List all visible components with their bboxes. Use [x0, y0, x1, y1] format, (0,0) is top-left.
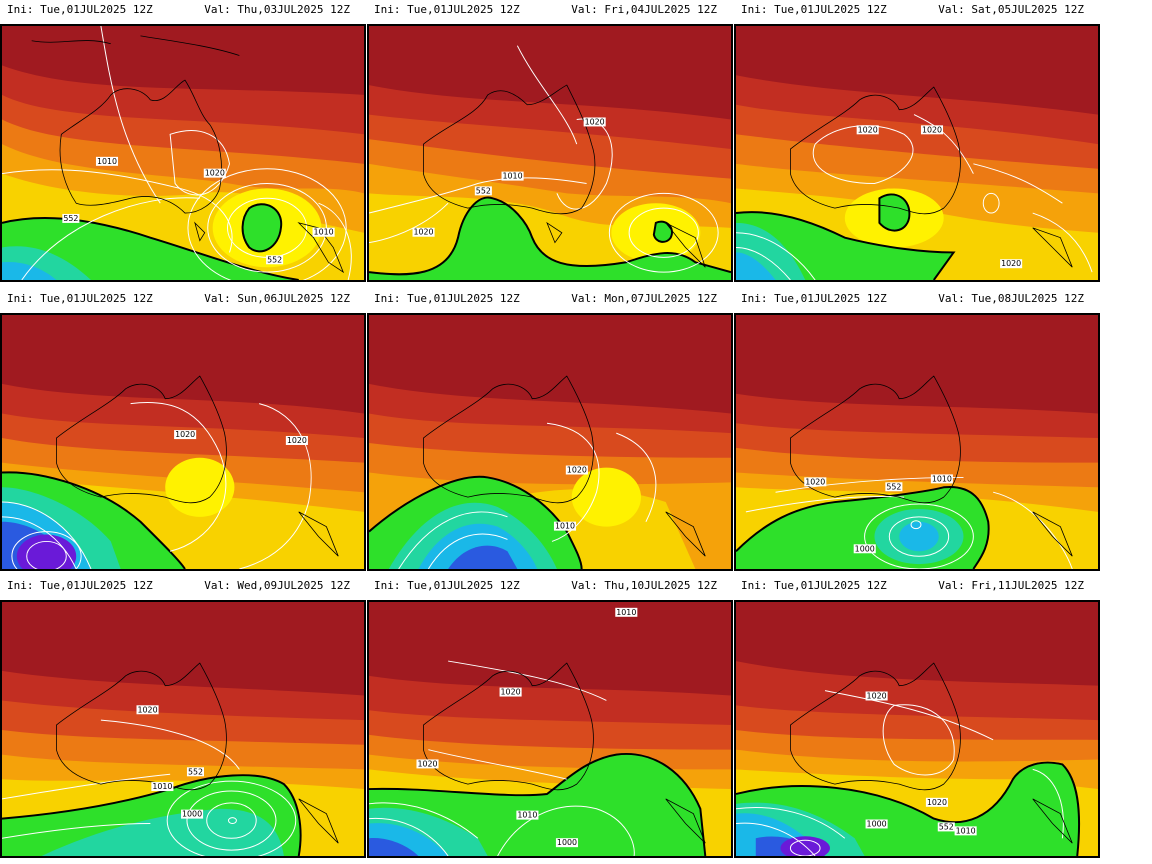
valid-time-label: Val: Wed,09JUL2025 12Z: [204, 579, 350, 592]
map-panel-5: Ini: Tue,01JUL2025 12Z Val: Mon,07JUL202…: [367, 289, 735, 577]
init-time-label: Ini: Tue,01JUL2025 12Z: [7, 579, 153, 592]
contour-label: 1020: [1001, 259, 1021, 268]
init-time-label: Ini: Tue,01JUL2025 12Z: [374, 3, 520, 16]
contour-label: 1010: [932, 474, 952, 483]
contour-label-552: 552: [886, 482, 901, 491]
contour-label: 1010: [555, 522, 575, 531]
init-time-label: Ini: Tue,01JUL2025 12Z: [741, 3, 887, 16]
contour-label-552: 552: [188, 767, 203, 776]
contour-label: 1020: [858, 125, 878, 134]
contour-label-552: 552: [476, 186, 491, 195]
map-panel-1: Ini: Tue,01JUL2025 12Z Val: Thu,03JUL202…: [0, 0, 368, 288]
contour-label: 1000: [855, 544, 875, 553]
valid-time-label: Val: Tue,08JUL2025 12Z: [938, 292, 1084, 305]
contour-label: 1000: [557, 838, 577, 847]
valid-time-label: Val: Fri,04JUL2025 12Z: [571, 3, 717, 16]
contour-label: 1010: [503, 172, 523, 181]
valid-time-label: Val: Mon,07JUL2025 12Z: [571, 292, 717, 305]
contour-label: 1020: [501, 688, 521, 697]
contour-label: 1000: [182, 810, 202, 819]
contour-label: 1010: [314, 228, 334, 237]
valid-time-label: Val: Sun,06JUL2025 12Z: [204, 292, 350, 305]
contour-label: 1020: [805, 477, 825, 486]
contour-label: 1010: [616, 608, 636, 617]
forecast-map: 1020 1020 1020: [734, 24, 1100, 282]
contour-label: 1020: [585, 117, 605, 126]
forecast-map: 1020 1010: [367, 313, 733, 571]
valid-time-label: Val: Thu,10JUL2025 12Z: [571, 579, 717, 592]
contour-label: 1020: [567, 466, 587, 475]
forecast-map: 1010 1020 552 552 1010: [0, 24, 366, 282]
init-time-label: Ini: Tue,01JUL2025 12Z: [374, 292, 520, 305]
forecast-map: 1010 1020 1020 1010 1000: [367, 600, 733, 858]
contour-label: 1020: [414, 228, 434, 237]
contour-label-552: 552: [267, 255, 282, 264]
map-panel-2: Ini: Tue,01JUL2025 12Z Val: Fri,04JUL202…: [367, 0, 735, 288]
forecast-map: 1020 1020: [0, 313, 366, 571]
valid-time-label: Val: Sat,05JUL2025 12Z: [938, 3, 1084, 16]
init-time-label: Ini: Tue,01JUL2025 12Z: [741, 579, 887, 592]
contour-label-552: 552: [939, 822, 954, 831]
contour-label: 1000: [867, 819, 887, 828]
contour-label: 1020: [287, 436, 307, 445]
contour-label: 1020: [175, 430, 195, 439]
contour-label: 1010: [152, 782, 172, 791]
contour-label: 1020: [927, 798, 947, 807]
map-panel-6: Ini: Tue,01JUL2025 12Z Val: Tue,08JUL202…: [734, 289, 1102, 577]
map-panel-8: Ini: Tue,01JUL2025 12Z Val: Thu,10JUL202…: [367, 576, 735, 864]
init-time-label: Ini: Tue,01JUL2025 12Z: [7, 3, 153, 16]
contour-label: 1010: [517, 811, 537, 820]
contour-label: 1020: [417, 759, 437, 768]
map-panel-3: Ini: Tue,01JUL2025 12Z Val: Sat,05JUL202…: [734, 0, 1102, 288]
init-time-label: Ini: Tue,01JUL2025 12Z: [374, 579, 520, 592]
contour-label: 1020: [138, 705, 158, 714]
forecast-map: 1020 1020 1000 552 1010: [734, 600, 1100, 858]
forecast-map: 1020 552 1010 1000: [734, 313, 1100, 571]
map-panel-7: Ini: Tue,01JUL2025 12Z Val: Wed,09JUL202…: [0, 576, 368, 864]
contour-label: 1010: [97, 157, 117, 166]
forecast-map: 1020 552 1010 1000: [0, 600, 366, 858]
valid-time-label: Val: Thu,03JUL2025 12Z: [204, 3, 350, 16]
map-panel-4: Ini: Tue,01JUL2025 12Z Val: Sun,06JUL202…: [0, 289, 368, 577]
valid-time-label: Val: Fri,11JUL2025 12Z: [938, 579, 1084, 592]
map-panel-9: Ini: Tue,01JUL2025 12Z Val: Fri,11JUL202…: [734, 576, 1102, 864]
contour-label: 1020: [922, 125, 942, 134]
forecast-map: 1020 1010 552 1020: [367, 24, 733, 282]
contour-label-552: 552: [63, 214, 78, 223]
init-time-label: Ini: Tue,01JUL2025 12Z: [741, 292, 887, 305]
init-time-label: Ini: Tue,01JUL2025 12Z: [7, 292, 153, 305]
contour-label: 1010: [956, 826, 976, 835]
contour-label: 1020: [205, 169, 225, 178]
contour-label: 1020: [867, 691, 887, 700]
